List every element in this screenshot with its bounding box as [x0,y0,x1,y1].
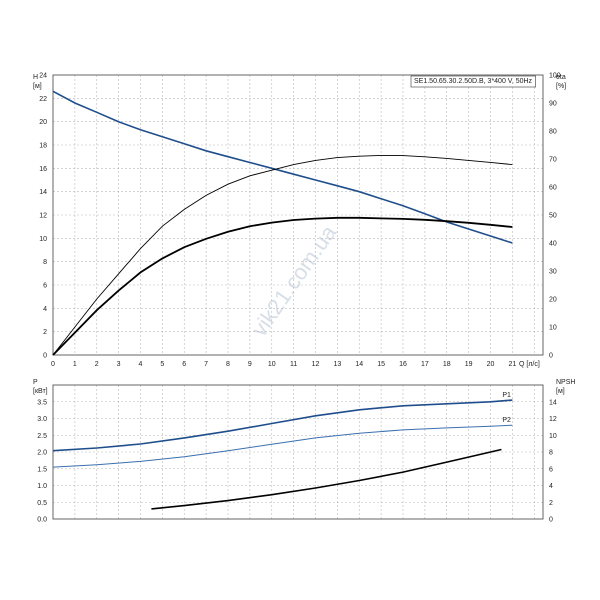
y-tick-right-label: 30 [549,269,557,276]
y-tick-right-label: 10 [549,325,557,332]
y-tick-right-label: 0 [549,517,553,524]
y-tick-left-label: 2.5 [37,433,47,440]
y-tick-right-label: 70 [549,157,557,164]
y-axis-right-label-top-name: eta [556,74,566,81]
y-tick-right-label: 10 [549,433,557,440]
y-tick-left-label: 10 [39,236,47,243]
text-layer: SE1.50.65.30.2.50D.B, 3*400 V, 50Hz 0246… [33,73,575,524]
y-tick-left-label: 4 [43,306,47,313]
y-tick-right-label: 50 [549,213,557,220]
x-tick-label: 2 [95,361,99,368]
y-tick-left-label: 24 [39,73,47,80]
y-axis-left-label-top-unit: [м] [33,83,42,90]
x-tick-label: 1 [73,361,77,368]
watermark-layer: vik21.com.ua [246,220,341,341]
x-tick-label: 3 [117,361,121,368]
y-tick-left-label: 2 [43,329,47,336]
x-tick-label: 10 [268,361,276,368]
y-tick-right-label: 80 [549,129,557,136]
x-tick-label: 16 [399,361,407,368]
y-tick-left-label: 0 [43,353,47,360]
x-tick-label: 15 [377,361,385,368]
series-line-0-0 [52,90,513,244]
y-tick-left-label: 14 [39,189,47,196]
series-line-0-2 [52,216,513,356]
x-axis-label: Q [л/с] [519,361,540,368]
x-tick-label: 13 [333,361,341,368]
chart-title: SE1.50.65.30.2.50D.B, 3*400 V, 50Hz [414,78,533,85]
y-axis-right-label-bottom-name: NPSH [556,379,575,386]
series-line-1-2 [151,448,502,510]
y-tick-left-label: 16 [39,166,47,173]
x-tick-label: 0 [51,361,55,368]
x-tick-label: 17 [421,361,429,368]
y-tick-right-label: 20 [549,297,557,304]
series-label-P2: P2 [502,417,511,424]
x-tick-label: 19 [465,361,473,368]
y-tick-right-label: 12 [549,416,557,423]
y-tick-right-label: 2 [549,500,553,507]
series-line-1-0 [52,399,513,452]
y-tick-left-label: 1.0 [37,483,47,490]
y-tick-left-label: 3.0 [37,416,47,423]
x-tick-label: 7 [204,361,208,368]
y-tick-left-label: 8 [43,259,47,266]
y-tick-left-label: 18 [39,143,47,150]
y-tick-left-label: 6 [43,283,47,290]
plot-frame-0 [52,74,544,356]
x-tick-label: 4 [139,361,143,368]
y-tick-left-label: 3.5 [37,399,47,406]
grid-layer [53,75,543,519]
frame-layer [52,74,544,520]
x-tick-label: 14 [355,361,363,368]
series-line-1-1 [52,424,513,468]
plot-frame-1 [52,384,544,520]
y-tick-left-label: 0.5 [37,500,47,507]
x-tick-label: 20 [487,361,495,368]
y-axis-left-label-bottom-name: P [33,379,38,386]
series-label-P1: P1 [502,392,511,399]
y-axis-right-label-bottom-unit: [м] [556,388,565,395]
x-tick-label: 12 [312,361,320,368]
y-tick-right-label: 100 [549,73,561,80]
y-tick-right-label: 0 [549,353,553,360]
watermark-text: vik21.com.ua [246,220,341,341]
series-layer [52,90,513,510]
y-axis-left-label-top-name: H [33,74,38,81]
x-tick-label: 21 [508,361,516,368]
y-tick-right-label: 40 [549,241,557,248]
x-tick-label: 5 [160,361,164,368]
y-tick-right-label: 8 [549,450,553,457]
y-tick-right-label: 14 [549,399,557,406]
series-line-0-1 [52,154,513,356]
y-tick-right-label: 60 [549,185,557,192]
y-tick-left-label: 1.5 [37,466,47,473]
y-axis-right-label-top-unit: [%] [556,83,566,90]
x-tick-label: 6 [182,361,186,368]
y-axis-left-label-bottom-unit: [кВт] [33,388,48,395]
x-tick-label: 11 [290,361,297,368]
x-tick-label: 8 [226,361,230,368]
y-tick-left-label: 22 [39,96,47,103]
y-tick-right-label: 4 [549,483,553,490]
y-tick-left-label: 20 [39,119,47,126]
y-tick-right-label: 6 [549,466,553,473]
x-tick-label: 18 [443,361,451,368]
chart-title-box [410,75,536,88]
y-tick-right-label: 90 [549,101,557,108]
y-tick-left-label: 0.0 [37,517,47,524]
y-tick-left-label: 12 [39,213,47,220]
x-tick-label: 9 [248,361,252,368]
y-tick-left-label: 2.0 [37,450,47,457]
